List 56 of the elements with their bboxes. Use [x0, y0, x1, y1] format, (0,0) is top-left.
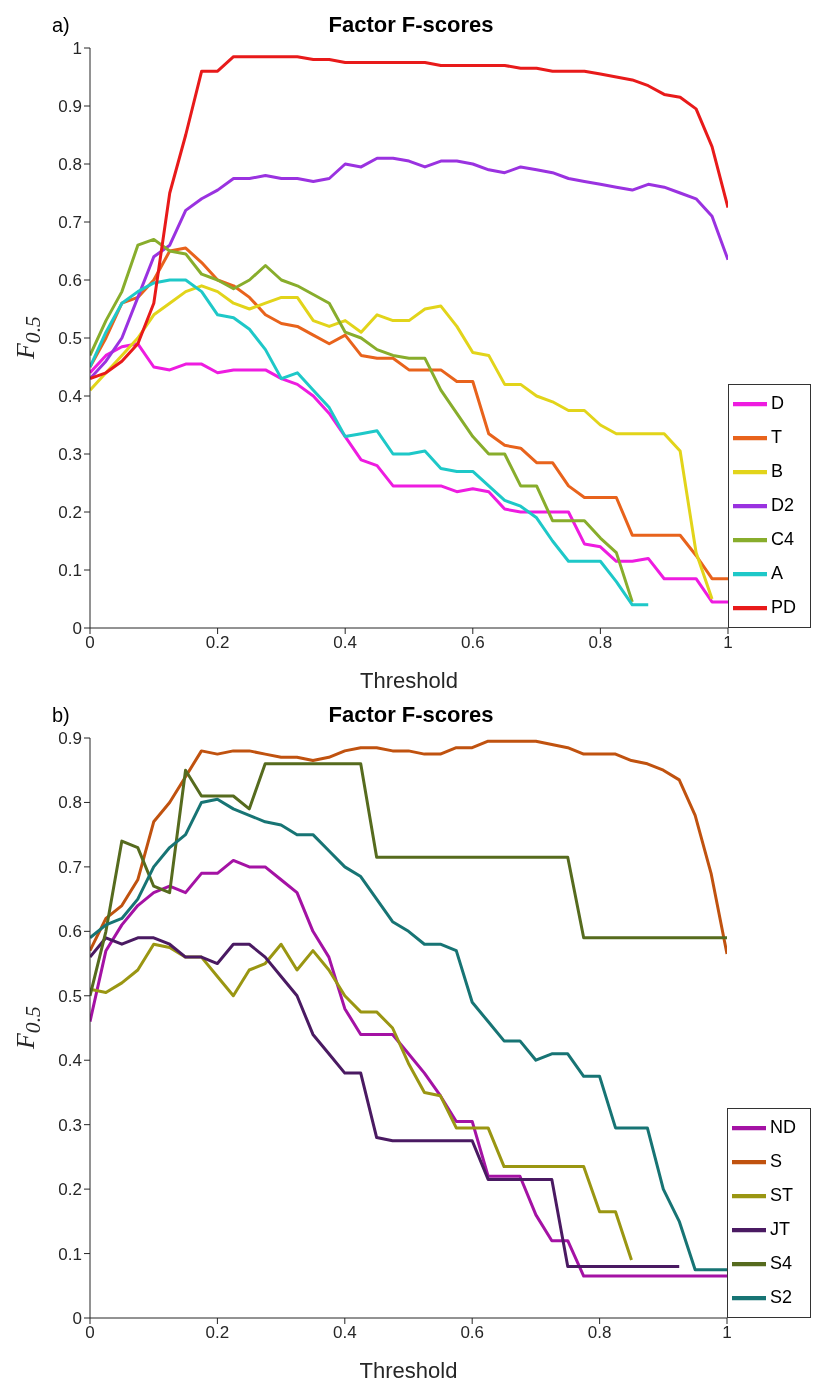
y-tick-label: 0.2: [58, 503, 82, 523]
x-axis-title: Threshold: [359, 1358, 458, 1383]
x-tick-label: 0: [85, 1323, 95, 1343]
y-tick-label: 0.9: [58, 97, 82, 117]
legend-label: B: [770, 460, 783, 481]
legend-label: S2: [770, 1286, 793, 1307]
y-tick-label: 0.7: [58, 213, 82, 233]
chart-title: Factor F-scores: [327, 12, 495, 38]
legend-label: PD: [770, 596, 796, 617]
x-axis-title: Threshold: [360, 668, 458, 693]
x-tick-label: 0.2: [205, 633, 230, 653]
y-tick-label: 0: [72, 1309, 82, 1329]
chart-title: Factor F-scores: [327, 702, 495, 728]
line-series: [90, 739, 727, 956]
x-tick-label: 1: [723, 633, 733, 653]
line-series: [90, 762, 727, 998]
legend-label: D2: [770, 494, 794, 515]
line-series: [90, 342, 728, 604]
legend-label: ND: [770, 1116, 796, 1137]
x-tick-label: 0.6: [460, 1323, 485, 1343]
legend-label: ST: [770, 1184, 794, 1205]
x-tick-label: 0.8: [588, 633, 613, 653]
y-tick-label: 0.4: [58, 1051, 82, 1071]
x-tick-label: 0.8: [587, 1323, 612, 1343]
y-tick-label: 1: [72, 39, 82, 59]
y-tick-label: 0.7: [58, 857, 82, 877]
x-tick-label: 0.6: [460, 633, 485, 653]
y-tick-label: 0.5: [58, 329, 82, 349]
legend-label: JT: [770, 1218, 790, 1239]
y-tick-label: 0.3: [58, 445, 82, 465]
legend-label: C4: [770, 528, 794, 549]
text: a): [52, 14, 70, 37]
line-series: [90, 55, 728, 381]
y-tick-label: 0.6: [58, 922, 82, 942]
x-tick-label: 0.2: [205, 1323, 230, 1343]
x-tick-label: 0: [85, 633, 95, 653]
x-tick-label: 1: [722, 1323, 732, 1343]
text: b): [52, 704, 70, 727]
y-tick-label: 0.9: [58, 729, 82, 749]
y-tick-label: 0.8: [58, 155, 82, 175]
y-tick-label: 0.4: [58, 387, 82, 407]
y-tick-label: 0.8: [58, 793, 82, 813]
legend-label: D: [770, 392, 784, 413]
legend-label: S4: [770, 1252, 793, 1273]
x-tick-label: 0.4: [332, 1323, 357, 1343]
y-tick-label: 0.1: [58, 1244, 82, 1264]
y-tick-label: 0.3: [58, 1115, 82, 1135]
y-tick-label: 0.1: [58, 561, 82, 581]
legend-label: T: [770, 426, 782, 447]
y-tick-label: 0: [72, 619, 82, 639]
legend-label: S: [770, 1150, 783, 1171]
y-tick-label: 0.5: [58, 986, 82, 1006]
x-tick-label: 0.4: [333, 633, 358, 653]
y-tick-label: 0.6: [58, 271, 82, 291]
legend-label: A: [770, 562, 783, 583]
y-tick-label: 0.2: [58, 1180, 82, 1200]
